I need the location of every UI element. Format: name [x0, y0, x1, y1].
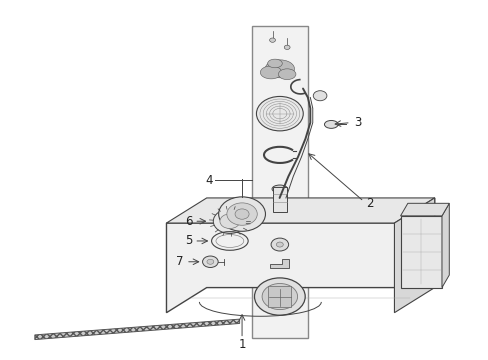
Text: 4: 4 [205, 174, 213, 186]
Text: 5: 5 [184, 234, 192, 247]
Text: 7: 7 [176, 255, 183, 268]
Circle shape [254, 278, 305, 315]
Circle shape [226, 203, 257, 225]
Circle shape [220, 214, 239, 229]
Circle shape [213, 209, 246, 233]
Circle shape [256, 96, 303, 131]
Ellipse shape [267, 59, 282, 68]
Circle shape [262, 283, 297, 310]
Bar [400, 216, 441, 288]
Ellipse shape [260, 66, 281, 79]
Text: 6: 6 [184, 215, 192, 228]
Ellipse shape [264, 60, 294, 78]
Polygon shape [441, 203, 448, 288]
Ellipse shape [278, 69, 295, 80]
Ellipse shape [271, 185, 287, 193]
Polygon shape [394, 198, 434, 313]
Circle shape [235, 209, 248, 219]
Circle shape [269, 38, 275, 42]
Circle shape [202, 256, 218, 267]
Circle shape [218, 197, 265, 231]
Circle shape [313, 91, 326, 101]
Circle shape [284, 45, 289, 49]
Polygon shape [35, 319, 239, 339]
Text: 3: 3 [353, 116, 361, 129]
Circle shape [276, 242, 283, 247]
Text: 2: 2 [366, 197, 373, 210]
Ellipse shape [324, 121, 337, 129]
Bar [268, 286, 291, 307]
Circle shape [270, 238, 288, 251]
Polygon shape [166, 198, 434, 313]
Polygon shape [166, 198, 434, 223]
Circle shape [206, 259, 213, 264]
Polygon shape [400, 203, 448, 216]
Polygon shape [269, 259, 288, 268]
Bar [272, 187, 286, 212]
Bar [251, 26, 307, 338]
Text: 1: 1 [238, 338, 245, 351]
